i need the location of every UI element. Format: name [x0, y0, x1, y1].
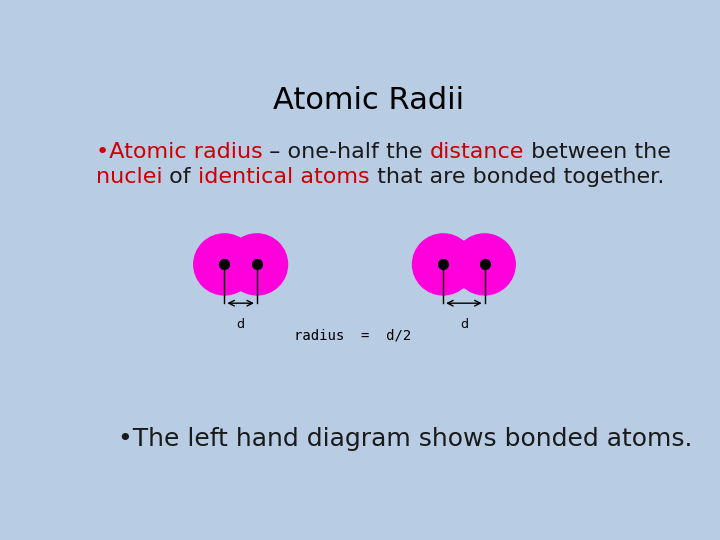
- Text: •Atomic radius: •Atomic radius: [96, 141, 262, 161]
- Text: distance: distance: [430, 141, 524, 161]
- Point: [251, 260, 263, 269]
- Ellipse shape: [194, 234, 255, 295]
- Text: d: d: [460, 318, 468, 330]
- Text: Atomic Radii: Atomic Radii: [274, 85, 464, 114]
- Point: [438, 260, 449, 269]
- Point: [479, 260, 490, 269]
- Ellipse shape: [454, 234, 516, 295]
- Text: of: of: [162, 167, 198, 187]
- Text: between the: between the: [524, 141, 671, 161]
- Text: identical atoms: identical atoms: [198, 167, 369, 187]
- Text: •The left hand diagram shows bonded atoms.: •The left hand diagram shows bonded atom…: [118, 427, 693, 450]
- Text: d: d: [237, 318, 245, 330]
- Text: that are bonded together.: that are bonded together.: [369, 167, 664, 187]
- Point: [219, 260, 230, 269]
- Ellipse shape: [226, 234, 287, 295]
- Text: radius  =  d/2: radius = d/2: [294, 329, 411, 343]
- Text: – one-half the: – one-half the: [262, 141, 430, 161]
- Ellipse shape: [413, 234, 474, 295]
- Text: nuclei: nuclei: [96, 167, 162, 187]
